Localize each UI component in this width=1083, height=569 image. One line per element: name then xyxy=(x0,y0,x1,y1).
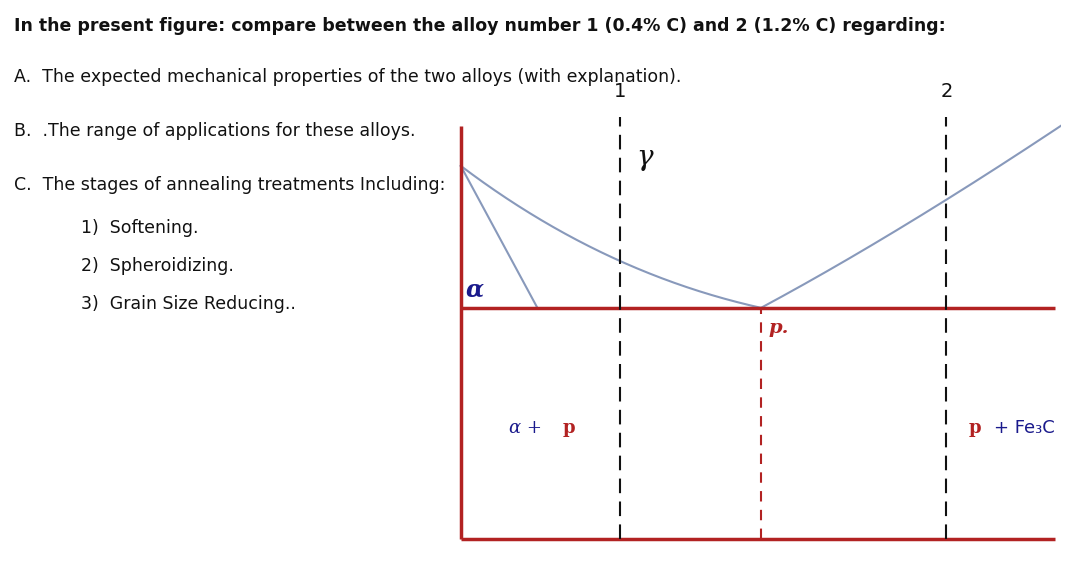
Text: In the present figure: compare between the alloy number 1 (0.4% C) and 2 (1.2% C: In the present figure: compare between t… xyxy=(14,17,945,35)
Text: 3)  Grain Size Reducing..: 3) Grain Size Reducing.. xyxy=(81,295,296,314)
Text: α: α xyxy=(466,277,484,301)
Text: α +: α + xyxy=(509,419,547,436)
Text: C.  The stages of annealing treatments Including:: C. The stages of annealing treatments In… xyxy=(14,176,445,195)
Text: 2)  Spheroidizing.: 2) Spheroidizing. xyxy=(81,257,234,275)
Text: B.  .The range of applications for these alloys.: B. .The range of applications for these … xyxy=(14,122,416,141)
Text: 2: 2 xyxy=(940,83,953,101)
Text: A.  The expected mechanical properties of the two alloys (with explanation).: A. The expected mechanical properties of… xyxy=(14,68,681,86)
Text: 1: 1 xyxy=(614,83,627,101)
Text: 1)  Softening.: 1) Softening. xyxy=(81,219,198,237)
Text: p: p xyxy=(968,419,981,436)
Text: + Fe₃C: + Fe₃C xyxy=(994,419,1055,436)
Text: p.: p. xyxy=(769,319,790,337)
Text: p: p xyxy=(563,419,575,436)
Text: γ: γ xyxy=(637,143,653,171)
